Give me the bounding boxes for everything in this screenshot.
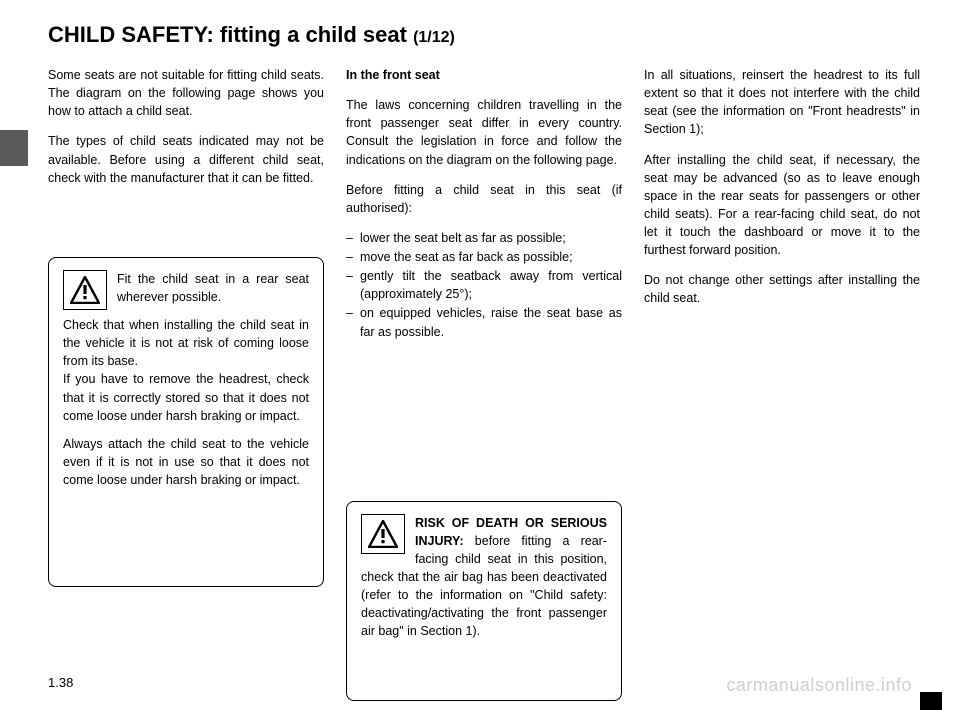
warning-box-1: Fit the child seat in a rear seat wherev…	[48, 257, 324, 587]
section-tab	[0, 130, 28, 166]
col3-p3: Do not change other settings after insta…	[644, 271, 920, 307]
col1-p1: Some seats are not suitable for fitting …	[48, 66, 324, 120]
bullet-3: gently tilt the seatback away from verti…	[360, 267, 622, 303]
bullet-item: –lower the seat belt as far as possible;	[346, 229, 622, 247]
col1-p2: The types of child seats indicated may n…	[48, 132, 324, 186]
dash: –	[346, 229, 360, 247]
page-number: 1.38	[48, 675, 73, 690]
bullet-item: –gently tilt the seatback away from vert…	[346, 267, 622, 303]
column-2: In the front seat The laws concerning ch…	[346, 66, 622, 701]
bullet-1: lower the seat belt as far as possible;	[360, 229, 622, 247]
col2-p1: The laws concerning children travelling …	[346, 96, 622, 169]
col3-p2: After installing the child seat, if nece…	[644, 151, 920, 260]
warning-icon	[63, 270, 107, 310]
warning-box-2: RISK OF DEATH OR SERIOUS INJURY: before …	[346, 501, 622, 701]
dash: –	[346, 248, 360, 266]
columns: Some seats are not suitable for fitting …	[48, 66, 920, 701]
dash: –	[346, 304, 360, 340]
dash: –	[346, 267, 360, 303]
page-content: CHILD SAFETY: fitting a child seat (1/12…	[48, 22, 920, 701]
page-title: CHILD SAFETY: fitting a child seat (1/12…	[48, 22, 920, 48]
warning-lead: RISK OF DEATH OR SERIOUS INJURY: before …	[361, 514, 607, 641]
bullet-item: –move the seat as far back as possible;	[346, 248, 622, 266]
col2-p2: Before fitting a child seat in this seat…	[346, 181, 622, 217]
warn1-p2: Check that when installing the child sea…	[63, 316, 309, 370]
col3-p1: In all situations, reinsert the headrest…	[644, 66, 920, 139]
warn1-p3: If you have to remove the headrest, chec…	[63, 370, 309, 424]
title-sub: (1/12)	[413, 29, 455, 46]
watermark: carmanualsonline.info	[726, 675, 912, 696]
col2-bullets: –lower the seat belt as far as possible;…	[346, 229, 622, 341]
warning-lead: Fit the child seat in a rear seat wherev…	[63, 270, 309, 371]
bullet-item: –on equipped vehicles, raise the seat ba…	[346, 304, 622, 340]
title-main: CHILD SAFETY: fitting a child seat	[48, 22, 413, 47]
bullet-4: on equipped vehicles, raise the seat bas…	[360, 304, 622, 340]
col2-heading: In the front seat	[346, 66, 622, 84]
column-3: In all situations, reinsert the headrest…	[644, 66, 920, 701]
warning-icon	[361, 514, 405, 554]
column-1: Some seats are not suitable for fitting …	[48, 66, 324, 701]
corner-mark	[920, 692, 942, 710]
warn1-p4: Always attach the child seat to the vehi…	[63, 435, 309, 489]
bullet-2: move the seat as far back as possible;	[360, 248, 622, 266]
